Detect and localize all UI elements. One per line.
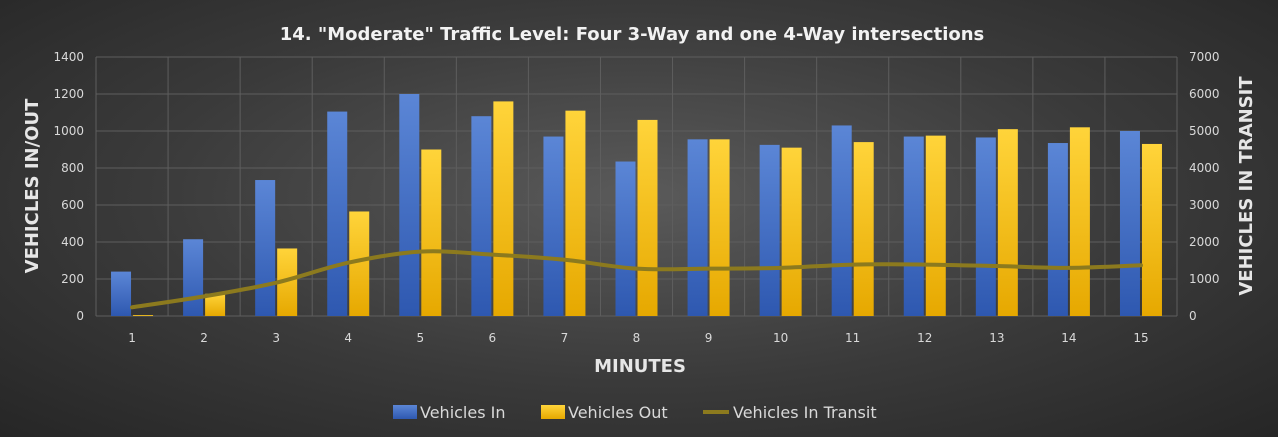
y-tick-label: 200 — [61, 272, 84, 286]
bar-vehicles-out — [565, 110, 586, 317]
bar-vehicles-out — [781, 147, 802, 316]
bar-vehicles-in — [687, 139, 708, 316]
x-axis-title: MINUTES — [594, 356, 686, 377]
x-tick-label: 7 — [561, 331, 569, 345]
bar-vehicles-in — [327, 111, 348, 316]
y-axis-title: VEHICLES IN/OUT — [22, 98, 43, 273]
bar-vehicles-out — [205, 293, 226, 316]
x-tick-label: 1 — [128, 331, 136, 345]
bar-vehicles-in — [183, 239, 204, 316]
y2-tick-label: 6000 — [1189, 87, 1220, 101]
bar-vehicles-out — [637, 119, 658, 317]
bar-vehicles-out — [997, 129, 1018, 316]
y-tick-label: 800 — [61, 161, 84, 175]
point-vehicles-in-transit — [1140, 264, 1142, 266]
point-vehicles-in-transit — [563, 259, 565, 261]
bar-vehicles-in — [615, 161, 636, 316]
bar-vehicles-out — [349, 211, 370, 316]
x-tick-label: 6 — [489, 331, 497, 345]
point-vehicles-in-transit — [852, 264, 854, 266]
y2-tick-label: 2000 — [1189, 235, 1220, 249]
gridlines — [95, 56, 1178, 317]
bar-vehicles-out — [709, 139, 730, 316]
point-vehicles-in-transit — [131, 306, 133, 308]
x-tick-label: 14 — [1061, 331, 1076, 345]
point-vehicles-in-transit — [924, 264, 926, 266]
bar-vehicles-in — [399, 94, 420, 316]
y2-tick-label: 3000 — [1189, 198, 1220, 212]
transit-line — [130, 249, 1143, 310]
x-tick-label: 5 — [416, 331, 424, 345]
bar-vehicles-out — [493, 101, 514, 317]
bar-vehicles-out — [1069, 127, 1090, 316]
x-tick-label: 3 — [272, 331, 280, 345]
y2-tick-label: 4000 — [1189, 161, 1220, 175]
legend-label-vehicles-out: Vehicles Out — [568, 403, 668, 422]
x-tick-label: 2 — [200, 331, 208, 345]
legend-swatch-vehicles-out — [541, 405, 565, 419]
y-tick-label: 400 — [61, 235, 84, 249]
point-vehicles-in-transit — [636, 268, 637, 270]
bar-vehicles-in — [111, 271, 132, 316]
bar-vehicles-in — [975, 137, 996, 316]
bar-vehicles-in — [471, 116, 492, 316]
point-vehicles-in-transit — [996, 265, 998, 267]
bar-vehicles-in — [255, 180, 276, 316]
y-tick-label: 1000 — [53, 124, 84, 138]
y2-tick-label: 1000 — [1189, 272, 1220, 286]
point-vehicles-in-transit — [203, 295, 205, 297]
point-vehicles-in-transit — [708, 268, 710, 270]
y2-axis-title: VEHICLES IN TRANSIT — [1236, 76, 1257, 296]
legend-label-vehicles-in: Vehicles In — [420, 403, 506, 422]
point-vehicles-in-transit — [419, 251, 421, 253]
y2-tick-label: 5000 — [1189, 124, 1220, 138]
y-tick-label: 600 — [61, 198, 84, 212]
x-tick-label: 8 — [633, 331, 641, 345]
bar-vehicles-in — [1047, 143, 1068, 316]
y-tick-label: 0 — [76, 309, 84, 323]
x-tick-label: 11 — [845, 331, 860, 345]
tick-labels: 0200400600800100012001400010002000300040… — [53, 50, 1219, 345]
y2-tick-label: 0 — [1189, 309, 1197, 323]
legend-label-vehicles-in-transit: Vehicles In Transit — [733, 403, 877, 422]
bar-vehicles-out — [421, 149, 442, 316]
bar-vehicles-in — [759, 144, 780, 316]
point-vehicles-in-transit — [347, 262, 349, 264]
point-vehicles-in-transit — [491, 254, 493, 256]
bar-vehicles-in — [1119, 131, 1140, 316]
legend: Vehicles In Vehicles Out Vehicles In Trans… — [393, 403, 877, 422]
point-vehicles-in-transit — [780, 267, 782, 269]
x-tick-label: 13 — [989, 331, 1004, 345]
x-tick-label: 12 — [917, 331, 932, 345]
bar-vehicles-out — [925, 135, 946, 316]
bar-vehicles-in — [543, 136, 564, 316]
bar-vehicles-out — [277, 248, 298, 316]
bar-vehicles-in — [831, 125, 852, 316]
bar-vehicles-out — [133, 315, 154, 316]
bar-vehicles-out — [853, 142, 874, 316]
x-tick-label: 10 — [773, 331, 788, 345]
bar-vehicles-out — [1141, 143, 1162, 316]
point-vehicles-in-transit — [1068, 267, 1070, 269]
legend-swatch-vehicles-in — [393, 405, 417, 419]
y-tick-label: 1200 — [53, 87, 84, 101]
x-tick-label: 9 — [705, 331, 713, 345]
bar-vehicles-in — [903, 136, 924, 316]
x-tick-label: 15 — [1133, 331, 1148, 345]
y-tick-label: 1400 — [53, 50, 84, 64]
x-tick-label: 4 — [344, 331, 352, 345]
chart-title: 14. "Moderate" Traffic Level: Four 3-Way… — [280, 24, 985, 45]
bars — [111, 94, 1162, 317]
point-vehicles-in-transit — [275, 282, 277, 284]
y2-tick-label: 7000 — [1189, 50, 1220, 64]
